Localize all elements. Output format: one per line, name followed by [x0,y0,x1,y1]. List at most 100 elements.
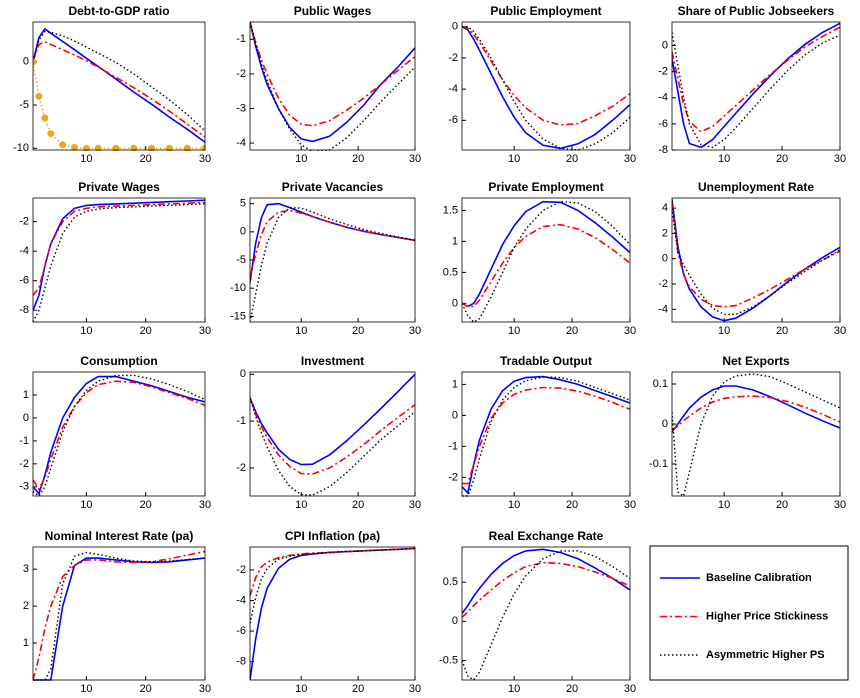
y-tick-label: 2 [662,227,668,239]
series-line [672,22,840,149]
series-marker [201,144,205,151]
panel-title: Public Employment [490,4,601,18]
series-line [250,21,415,127]
x-tick-label: 10 [295,153,307,165]
series-line [250,547,415,681]
series-line [462,223,630,308]
x-tick-label: 20 [776,153,788,165]
y-tick-label: -4 [236,137,246,149]
series-line [462,25,630,126]
series-line [462,376,630,497]
y-tick-label: -6 [236,625,246,637]
y-tick-label: -2 [236,564,246,576]
series-group [462,25,630,151]
y-tick-label: -0.5 [439,654,458,666]
axes-frame [249,197,416,323]
y-tick-label: -1 [236,33,246,45]
y-tick-label: -2 [448,52,458,64]
series-line [672,26,840,133]
series-group [462,200,630,323]
axes-frame [671,197,841,323]
panel: Real Exchange Rate 0.5 0 -0.5 10 20 30 [439,529,636,695]
panel-title: Private Wages [78,180,160,194]
y-tick-label: 0 [452,21,458,33]
y-tick-label: -6 [448,114,458,126]
y-tick-label: -4 [448,83,458,95]
x-tick-label: 20 [352,153,364,165]
x-tick-label: 30 [834,499,846,511]
series-line [250,547,415,597]
y-tick-label: 2 [23,600,29,612]
panel-title: Private Vacancies [282,180,384,194]
series-line [33,550,205,681]
axes-frame [461,197,631,323]
panel: Investment 0 -1 -2 10 20 30 [236,354,421,511]
y-tick-label: 1.5 [443,204,458,216]
y-tick-label: -2 [658,278,668,290]
panel: Private Wages -2 -4 -6 -8 10 20 30 [19,180,211,337]
axes-frame [461,371,631,497]
panel-title: Unemployment Rate [698,180,814,194]
x-tick-label: 20 [140,153,152,165]
panel: Private Employment 0 0.5 1 1.5 10 20 30 [443,180,636,337]
y-tick-label: -8 [19,304,29,316]
panel: Debt-to-GDP ratio 0 -5 -10 10 20 30 [13,4,211,165]
x-tick-label: 10 [508,499,520,511]
y-tick-label: -2 [448,471,458,483]
y-tick-label: -2 [236,462,246,474]
series-line [250,206,415,323]
series-line [672,199,840,322]
y-tick-label: 0 [452,297,458,309]
x-tick-label: 30 [199,499,211,511]
panel: Nominal Interest Rate (pa) 1 2 3 10 20 30 [23,529,211,695]
y-tick-label: -1 [448,440,458,452]
panel: Net Exports 0.1 0 -0.1 10 20 30 [649,354,846,511]
series-marker [35,92,43,100]
legend-box [649,545,849,681]
y-tick-label: 0 [452,615,458,627]
panel-title: Private Employment [488,180,603,194]
y-tick-label: 4 [662,202,668,214]
x-tick-label: 30 [834,153,846,165]
x-tick-label: 10 [508,325,520,337]
series-line [462,200,630,308]
y-tick-label: 0 [240,226,246,238]
panel-title: Nominal Interest Rate (pa) [45,529,194,543]
series-line [462,25,630,150]
y-tick-label: 5 [240,198,246,210]
x-tick-label: 30 [199,683,211,695]
series-line [33,199,205,311]
x-tick-label: 20 [140,325,152,337]
series-line [672,395,840,431]
series-marker [183,144,191,151]
series-line [250,373,415,466]
legend: Baseline Calibration Higher Price Stickin… [660,572,828,661]
y-tick-label: 0 [23,56,29,68]
axes-frame [461,21,631,151]
x-tick-label: 10 [80,325,92,337]
series-line [250,397,415,496]
series-line [33,30,205,132]
axes-frame [671,21,841,151]
x-tick-label: 20 [776,325,788,337]
panel-title: Tradable Output [500,354,592,368]
y-tick-label: 1 [23,389,29,401]
panel-title: Share of Public Jobseekers [678,4,835,18]
y-tick-label: -5 [236,254,246,266]
legend-label: Baseline Calibration [706,572,812,584]
series-line [462,550,630,681]
legend-label: Higher Price Stickiness [706,610,828,622]
panel-title: Net Exports [722,354,790,368]
y-tick-label: -0.1 [649,458,668,470]
series-marker [165,144,173,151]
panel-title: Investment [301,354,364,368]
x-tick-label: 10 [295,325,307,337]
series-line [672,373,840,497]
x-tick-label: 20 [352,499,364,511]
x-tick-label: 30 [409,153,421,165]
series-line [462,548,630,614]
axes-frame [32,197,206,323]
axes-frame [461,546,631,681]
